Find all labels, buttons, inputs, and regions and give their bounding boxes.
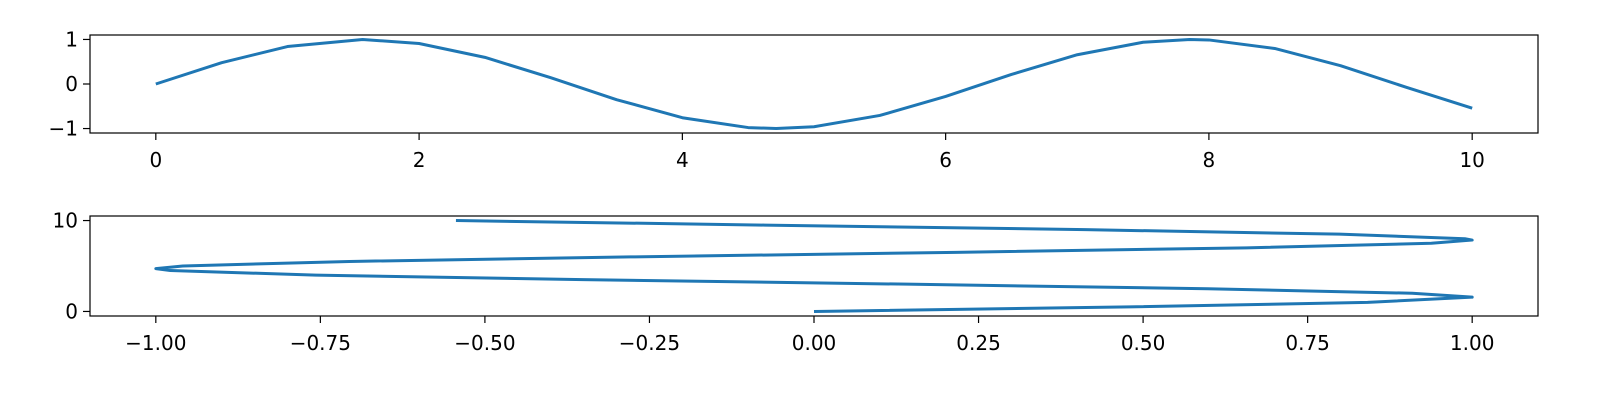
bottom-y-tick-label: 0 — [65, 299, 78, 323]
top-series-line-0 — [155, 37, 1473, 131]
bottom-x-tick-label: −0.25 — [619, 331, 680, 355]
bottom-x-tick-label: −0.75 — [290, 331, 351, 355]
bottom-x-tick-label: 0.00 — [792, 331, 837, 355]
bottom-series-line-0 — [154, 219, 1474, 313]
bottom-x-tick-label: −0.50 — [454, 331, 515, 355]
top-subplot: 0 2 4 6 8 10 −1 0 1 — [49, 27, 1539, 172]
top-x-tick-label: 8 — [1203, 148, 1216, 172]
bottom-y-tick-label: 10 — [53, 209, 78, 233]
bottom-subplot: −1.00 −0.75 −0.50 −0.25 0.00 0.25 0.50 0.75 1.00… — [53, 209, 1539, 355]
top-x-tick-label: 4 — [676, 148, 689, 172]
top-x-tick-label: 2 — [413, 148, 426, 172]
bottom-x-tick-label: 0.50 — [1121, 331, 1166, 355]
top-y-tick-label: 0 — [65, 72, 78, 96]
top-y-tick-label: 1 — [65, 27, 78, 51]
bottom-x-tick-label: 0.75 — [1285, 331, 1330, 355]
bottom-x-tick-label: 0.25 — [956, 331, 1001, 355]
bottom-x-tick-label: 1.00 — [1450, 331, 1495, 355]
top-x-tick-label: 6 — [939, 148, 952, 172]
top-x-tick-label: 10 — [1459, 148, 1484, 172]
top-x-tick-label: 0 — [149, 148, 162, 172]
top-y-tick-label: −1 — [49, 117, 78, 141]
bottom-x-tick-label: −1.00 — [125, 331, 186, 355]
